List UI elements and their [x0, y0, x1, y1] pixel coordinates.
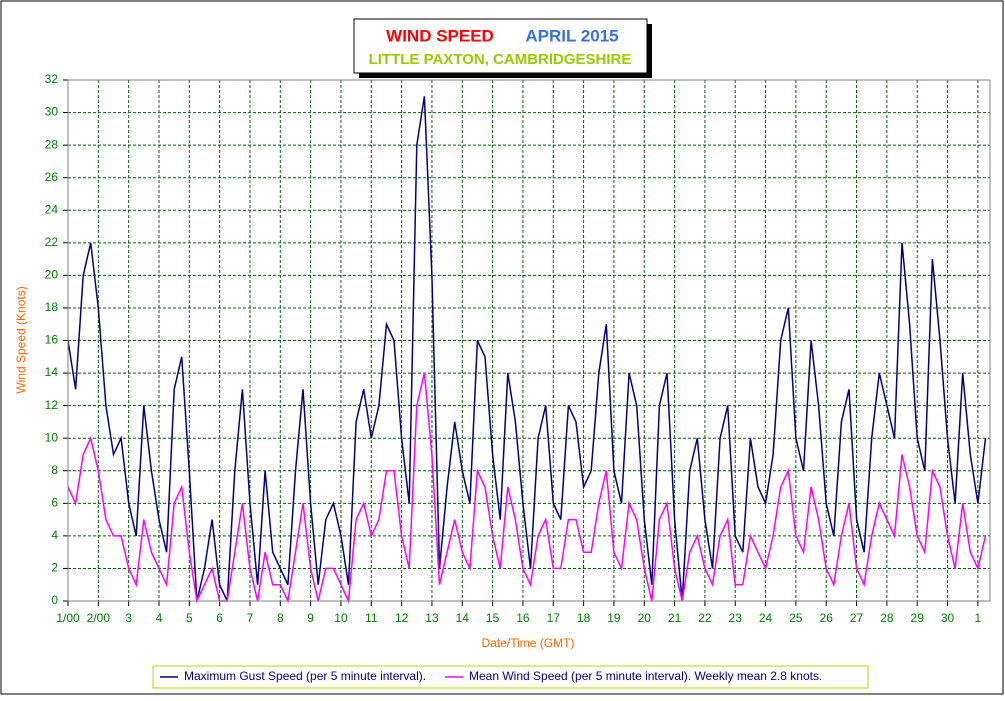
legend-label: Maximum Gust Speed (per 5 minute interva… [184, 669, 426, 683]
x-tick-label: 11 [365, 611, 378, 625]
y-tick-label: 14 [45, 365, 59, 379]
x-tick-label: 23 [729, 611, 743, 625]
x-tick-label: 19 [607, 611, 621, 625]
x-tick-label: 30 [941, 611, 955, 625]
x-tick-label: 7 [247, 611, 254, 625]
y-axis-label: Wind Speed (Knots) [14, 286, 28, 393]
x-tick-label: 16 [516, 611, 530, 625]
x-tick-label: 29 [911, 611, 925, 625]
y-tick-label: 16 [45, 333, 59, 347]
x-tick-label: 12 [395, 611, 409, 625]
x-tick-label: 9 [307, 611, 314, 625]
y-tick-label: 24 [45, 202, 59, 216]
y-tick-label: 28 [45, 137, 59, 151]
y-tick-label: 10 [45, 430, 59, 444]
x-tick-label: 21 [668, 611, 682, 625]
x-tick-label: 8 [277, 611, 284, 625]
x-tick-label: 17 [547, 611, 561, 625]
chart-title: WIND SPEED [386, 26, 494, 45]
x-tick-label: 3 [125, 611, 132, 625]
y-tick-label: 6 [51, 495, 58, 509]
x-tick-label: 4 [156, 611, 163, 625]
x-tick-label: 10 [334, 611, 348, 625]
y-tick-label: 26 [45, 170, 59, 184]
x-tick-label: 24 [759, 611, 773, 625]
legend-box [152, 665, 869, 689]
location: LITTLE PAXTON, CAMBRIDGESHIRE [369, 51, 632, 68]
x-tick-label: 22 [698, 611, 712, 625]
x-tick-label: 27 [850, 611, 864, 625]
y-tick-label: 12 [45, 398, 59, 412]
y-tick-label: 32 [45, 72, 59, 86]
x-tick-label: 25 [789, 611, 803, 625]
x-tick-label: 1/00 [56, 611, 80, 625]
x-tick-label: 18 [577, 611, 591, 625]
x-axis-label: Date/Time (GMT) [482, 636, 575, 650]
y-tick-label: 8 [51, 463, 58, 477]
chart-subtitle: APRIL 2015 [525, 26, 618, 45]
x-tick-label: 6 [216, 611, 223, 625]
x-tick-label: 20 [638, 611, 652, 625]
x-tick-label: 15 [486, 611, 500, 625]
title-box [353, 18, 648, 74]
y-tick-label: 4 [51, 528, 58, 542]
x-tick-label: 13 [425, 611, 439, 625]
x-tick-label: 5 [186, 611, 193, 625]
x-tick-label: 14 [456, 611, 470, 625]
y-tick-label: 20 [45, 268, 59, 282]
series-line [67, 96, 987, 602]
x-tick-label: 26 [820, 611, 834, 625]
y-tick-label: 2 [51, 561, 58, 575]
y-tick-label: 18 [45, 300, 59, 314]
y-tick-label: 0 [51, 593, 58, 607]
x-tick-label: 1 [975, 611, 982, 625]
y-tick-label: 30 [45, 105, 59, 119]
y-tick-label: 22 [45, 235, 59, 249]
x-tick-label: 2/00 [87, 611, 111, 625]
plot-border [67, 79, 991, 602]
legend-label: Mean Wind Speed (per 5 minute interval).… [469, 669, 822, 683]
x-tick-label: 28 [880, 611, 894, 625]
